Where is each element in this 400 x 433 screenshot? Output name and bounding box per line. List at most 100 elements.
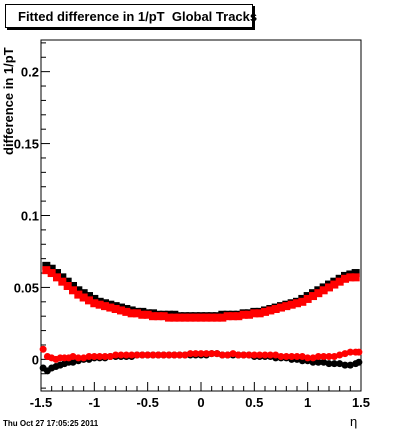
data-point-series-1 (330, 280, 339, 289)
data-point-series-0 (58, 273, 67, 282)
data-point-series-1 (335, 277, 344, 286)
data-point-series-1 (261, 307, 269, 316)
data-point-series-2 (325, 360, 333, 368)
data-point-series-3 (90, 352, 98, 360)
data-point-series-1 (207, 313, 216, 322)
data-point-series-3 (112, 351, 120, 359)
data-point-series-1 (223, 312, 232, 321)
data-point-series-3 (202, 350, 210, 358)
x-tick-label: -0.5 (136, 395, 158, 410)
chart-title: Fitted difference in 1/pT Global Tracks (18, 9, 258, 24)
data-point-series-3 (144, 351, 152, 359)
data-point-series-3 (192, 350, 200, 358)
data-point-series-1 (277, 303, 285, 312)
data-point-series-3 (133, 351, 141, 359)
data-point-series-1 (138, 310, 147, 319)
data-point-series-3 (165, 351, 173, 359)
data-point-series-2 (346, 361, 354, 369)
data-point-series-1 (58, 277, 67, 286)
data-point-series-1 (229, 312, 237, 321)
data-point-series-1 (106, 303, 115, 312)
data-point-series-1 (90, 299, 99, 308)
data-point-series-1 (346, 273, 355, 282)
data-point-series-3 (266, 351, 274, 359)
data-point-series-1 (234, 312, 243, 321)
data-point-series-1 (186, 313, 195, 322)
data-point-series-1 (165, 313, 173, 322)
data-point-series-1 (218, 313, 227, 322)
y-tick-label: 0.05 (14, 280, 39, 295)
data-point-series-1 (85, 296, 93, 305)
data-point-series-1 (42, 266, 51, 275)
plot-frame (40, 39, 362, 392)
data-point-series-2 (355, 358, 363, 366)
data-point-series-3 (250, 351, 258, 359)
data-point-series-1 (309, 292, 317, 301)
data-point-series-3 (320, 352, 328, 360)
data-point-series-3 (74, 354, 82, 362)
data-point-series-3 (176, 351, 184, 359)
data-point-series-1 (143, 310, 152, 319)
data-point-series-1 (250, 309, 259, 318)
y-tick-label: 0.2 (21, 65, 39, 80)
data-point-series-2 (69, 358, 77, 366)
x-tick-label: 0 (197, 395, 204, 410)
data-point-series-1 (266, 306, 275, 315)
y-tick-label: 0.1 (21, 209, 39, 224)
data-point-series-0 (69, 281, 77, 290)
data-point-series-1 (111, 305, 120, 314)
data-point-series-3 (234, 351, 242, 359)
data-point-series-3 (208, 350, 216, 358)
data-point-series-0 (74, 286, 83, 295)
data-point-series-3 (149, 351, 157, 359)
data-point-series-3 (229, 350, 237, 358)
data-point-series-3 (85, 352, 93, 360)
data-point-series-0 (47, 264, 56, 273)
data-point-series-1 (47, 269, 56, 278)
data-point-series-3 (80, 354, 88, 362)
data-point-series-3 (218, 351, 226, 359)
y-axis-label: difference in 1/pT (1, 47, 16, 155)
data-point-series-3 (117, 351, 125, 359)
data-point-series-3 (224, 351, 232, 359)
data-point-series-1 (154, 312, 163, 321)
data-point-series-3 (39, 345, 47, 353)
data-point-series-3 (309, 354, 317, 362)
data-point-series-1 (319, 286, 328, 295)
data-point-series-1 (74, 290, 83, 299)
data-point-series-0 (42, 261, 51, 270)
data-point-series-3 (160, 351, 168, 359)
data-point-series-1 (101, 302, 109, 311)
data-point-series-3 (186, 350, 194, 358)
data-point-series-3 (213, 350, 221, 358)
data-point-series-3 (69, 352, 77, 360)
data-point-series-1 (202, 313, 211, 322)
x-axis-label: η (350, 414, 358, 429)
data-point-series-1 (95, 300, 104, 309)
data-point-series-1 (213, 313, 221, 322)
data-point-series-1 (351, 273, 360, 282)
data-point-series-3 (245, 351, 253, 359)
data-point-series-0 (53, 269, 61, 278)
data-point-series-1 (175, 313, 184, 322)
data-point-series-3 (154, 351, 162, 359)
x-tick-label: 0.5 (245, 395, 263, 410)
data-point-series-3 (314, 352, 322, 360)
data-point-series-2 (330, 360, 338, 368)
data-point-series-1 (341, 274, 349, 283)
data-point-series-1 (197, 313, 205, 322)
data-point-series-3 (282, 352, 290, 360)
data-point-series-1 (191, 313, 200, 322)
data-point-series-1 (122, 307, 131, 316)
data-point-series-2 (314, 358, 322, 366)
data-point-series-1 (127, 309, 136, 318)
data-point-series-1 (287, 300, 296, 309)
data-point-series-3 (336, 351, 344, 359)
data-point-series-1 (293, 299, 301, 308)
data-point-series-0 (79, 289, 88, 298)
data-point-series-3 (304, 354, 312, 362)
x-tick-label: 1 (304, 395, 311, 410)
data-point-series-3 (325, 352, 333, 360)
data-point-series-1 (63, 281, 72, 290)
data-point-series-3 (293, 352, 301, 360)
